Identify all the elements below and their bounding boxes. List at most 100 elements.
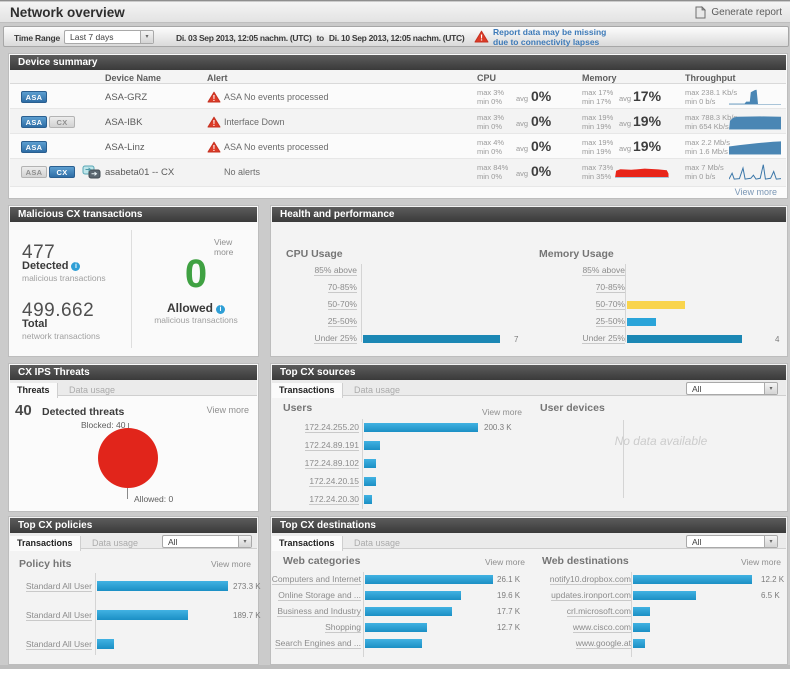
device-row-asa-ibk[interactable]: ASA CX ASA-IBK ! Interface Down max 3% mi… xyxy=(10,109,786,134)
policy-label[interactable]: Standard All User xyxy=(25,581,92,592)
time-range-dropdown-arrow-icon[interactable]: ▾ xyxy=(140,31,153,43)
policies-view-more-link[interactable]: View more xyxy=(211,559,251,569)
user-ip-label[interactable]: 172.24.255.20 xyxy=(304,422,359,433)
throughput-max-min: max 7 Mb/s min 0 b/s xyxy=(685,163,724,181)
malicious-panel-header: Malicious CX transactions xyxy=(10,207,257,222)
cpu-bucket-label[interactable]: Under 25% xyxy=(314,333,357,344)
destinations-filter-select[interactable]: All ▾ xyxy=(686,535,778,548)
tab-data-usage[interactable]: Data usage xyxy=(353,385,401,395)
throughput-max-min: max 2.2 Mb/s min 1.6 Mb/s xyxy=(685,138,731,156)
cpu-bucket-label[interactable]: 50-70% xyxy=(327,299,357,310)
web-category-label[interactable]: Search Engines and ... xyxy=(274,638,361,649)
users-view-more-link[interactable]: View more xyxy=(482,407,522,417)
web-destinations-axis xyxy=(631,572,632,657)
web-category-value: 12.7 K xyxy=(497,623,521,632)
web-categories-view-more-link[interactable]: View more xyxy=(485,557,525,567)
tab-data-usage[interactable]: Data usage xyxy=(353,538,401,548)
tab-transactions[interactable]: Transactions xyxy=(10,536,81,551)
web-categories-title: Web categories xyxy=(283,555,361,567)
web-destination-label[interactable]: notify10.dropbox.com xyxy=(549,574,631,585)
tab-transactions[interactable]: Transactions xyxy=(272,536,343,551)
user-ip-label[interactable]: 172.24.20.15 xyxy=(309,476,359,487)
cx-badge: CX xyxy=(49,116,75,128)
cpu-avg-label: avg xyxy=(516,94,529,103)
memory-bucket-label[interactable]: Under 25% xyxy=(582,333,625,344)
cpu-avg-label: avg xyxy=(516,119,529,128)
web-category-bar xyxy=(365,607,452,616)
web-category-label[interactable]: Online Storage and ... xyxy=(278,590,361,601)
web-category-bar xyxy=(365,591,461,600)
ips-view-more-link[interactable]: View more xyxy=(206,405,249,415)
malicious-view-more-link[interactable]: View more xyxy=(214,237,234,257)
web-destination-label[interactable]: www.cisco.com xyxy=(572,622,631,633)
memory-high-sparkline xyxy=(615,168,669,178)
device-summary-header: Device summary xyxy=(10,55,786,70)
policies-filter-arrow-icon[interactable]: ▾ xyxy=(238,536,251,547)
user-ip-label[interactable]: 172.24.89.191 xyxy=(304,440,359,451)
cpu-max-min: max 84% min 0% xyxy=(477,163,509,181)
device-row-asabeta01[interactable]: ASA CX asabeta01 -- CX No alerts max 84%… xyxy=(10,159,786,187)
memory-bucket-label[interactable]: 25-50% xyxy=(595,316,625,327)
top-bar: Network overview Generate report xyxy=(0,2,790,23)
memory-bucket-label[interactable]: 70-85% xyxy=(595,282,625,293)
web-destination-label[interactable]: www.google.at xyxy=(575,638,631,649)
user-ip-label[interactable]: 172.24.89.102 xyxy=(304,458,359,469)
throughput-sparkline xyxy=(729,116,781,130)
web-destinations-view-more-link[interactable]: View more xyxy=(741,557,781,567)
time-range-select[interactable]: Last 7 days ▾ xyxy=(64,30,154,44)
user-bar xyxy=(364,495,372,504)
sources-filter-arrow-icon[interactable]: ▾ xyxy=(764,383,777,394)
policies-panel-header: Top CX policies xyxy=(10,518,257,533)
alert-triangle-icon: ! xyxy=(207,115,221,133)
web-destination-bar xyxy=(633,623,650,632)
allowed-sublabel: malicious transactions xyxy=(154,315,238,325)
memory-bucket-label[interactable]: 85% above xyxy=(582,265,625,276)
generate-report-button[interactable]: Generate report xyxy=(682,6,782,20)
device-name: asabeta01 -- CX xyxy=(105,167,175,178)
health-performance-panel: Health and performance CPU Usage Memory … xyxy=(270,205,788,357)
device-row-asa-linz[interactable]: ASA ASA-Linz ! ASA No events processed m… xyxy=(10,134,786,159)
tab-data-usage[interactable]: Data usage xyxy=(91,538,139,548)
web-destination-bar xyxy=(633,591,696,600)
destinations-filter-value: All xyxy=(692,537,702,547)
policy-bar xyxy=(97,581,228,591)
device-name: ASA-Linz xyxy=(105,142,145,153)
cpu-bucket-label[interactable]: 85% above xyxy=(314,265,357,276)
memory-max-min: max 19% min 19% xyxy=(582,138,614,156)
web-category-label[interactable]: Shopping xyxy=(325,622,361,633)
memory-avg-value: 19% xyxy=(633,138,662,154)
tab-threats[interactable]: Threats xyxy=(10,383,58,398)
web-category-label[interactable]: Business and Industry xyxy=(277,606,361,617)
web-destination-bar xyxy=(633,575,752,584)
web-destination-bar xyxy=(633,607,650,616)
cpu-avg-value: 0% xyxy=(531,163,552,179)
sources-filter-select[interactable]: All ▾ xyxy=(686,382,778,395)
web-destination-label[interactable]: crl.microsoft.com xyxy=(566,606,631,617)
info-icon[interactable]: i xyxy=(71,262,81,271)
cpu-bar-value: 7 xyxy=(514,335,519,344)
device-summary-view-more-link[interactable]: View more xyxy=(734,187,777,197)
memory-bucket-label[interactable]: 50-70% xyxy=(595,299,625,310)
policy-label[interactable]: Standard All User xyxy=(25,610,92,621)
cpu-avg-value: 0% xyxy=(531,88,552,104)
tab-data-usage[interactable]: Data usage xyxy=(68,385,116,395)
web-destination-label[interactable]: updates.ironport.com xyxy=(551,590,631,601)
memory-max-min: max 19% min 19% xyxy=(582,113,614,131)
bottom-strip xyxy=(0,665,790,669)
destinations-filter-arrow-icon[interactable]: ▾ xyxy=(764,536,777,547)
web-category-label[interactable]: Computers and Internet xyxy=(271,574,361,585)
column-throughput: Throughput xyxy=(685,73,736,83)
policy-label[interactable]: Standard All User xyxy=(25,639,92,650)
device-row-asa-grz[interactable]: ASA ASA-GRZ ! ASA No events processed ma… xyxy=(10,84,786,109)
user-ip-label[interactable]: 172.24.20.30 xyxy=(309,494,359,505)
device-name: ASA-GRZ xyxy=(105,92,148,103)
info-icon[interactable]: i xyxy=(216,305,225,314)
cpu-bucket-label[interactable]: 25-50% xyxy=(327,316,357,327)
policies-filter-select[interactable]: All ▾ xyxy=(162,535,252,548)
tab-transactions[interactable]: Transactions xyxy=(272,383,343,398)
svg-text:!: ! xyxy=(213,144,216,153)
throughput-sparkline xyxy=(729,164,781,180)
alert-text: No alerts xyxy=(224,167,261,177)
cpu-bucket-label[interactable]: 70-85% xyxy=(327,282,357,293)
